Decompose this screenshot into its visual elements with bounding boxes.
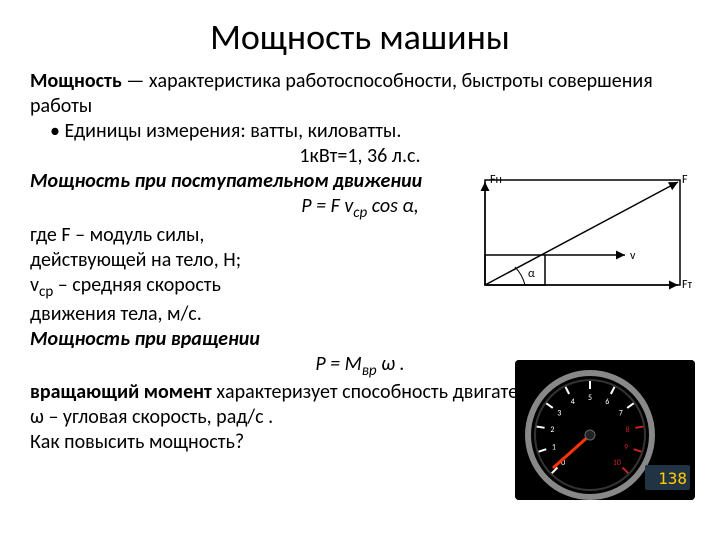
- def-term: Мощность: [30, 69, 122, 93]
- conversion-line: 1кВт=1, 36 л.с.: [30, 144, 690, 169]
- label-ft: Fт: [682, 278, 693, 292]
- torque-term: вращающий момент: [30, 380, 212, 404]
- label-f: F: [682, 173, 688, 187]
- svg-text:2: 2: [550, 425, 554, 435]
- svg-text:4: 4: [571, 397, 575, 407]
- svg-text:8: 8: [626, 425, 630, 435]
- svg-text:9: 9: [624, 443, 628, 453]
- label-alpha: α: [528, 267, 535, 281]
- label-fn: Fн: [490, 173, 502, 187]
- heading-rotation: Мощность при вращении: [30, 327, 690, 352]
- svg-text:7: 7: [619, 409, 623, 419]
- svg-text:10: 10: [613, 458, 621, 468]
- definition-line: Мощность — характеристика работоспособно…: [30, 69, 690, 119]
- label-v: v: [630, 249, 636, 263]
- svg-text:1: 1: [552, 443, 556, 453]
- svg-text:6: 6: [605, 397, 609, 407]
- units-text: Единицы измерения: ватты, киловатты.: [64, 119, 401, 143]
- tach-display: 138: [658, 469, 687, 488]
- tachometer-image: 012345678910 138: [515, 360, 695, 500]
- def-rest: — характеристика работоспособности, быст…: [30, 69, 653, 118]
- svg-text:5: 5: [588, 393, 592, 403]
- force-diagram: Fн F Fт v α: [475, 170, 695, 310]
- slide-title: Мощность машины: [30, 15, 690, 59]
- units-bullet: • Единицы измерения: ватты, киловатты.: [30, 119, 690, 144]
- svg-text:3: 3: [557, 409, 561, 419]
